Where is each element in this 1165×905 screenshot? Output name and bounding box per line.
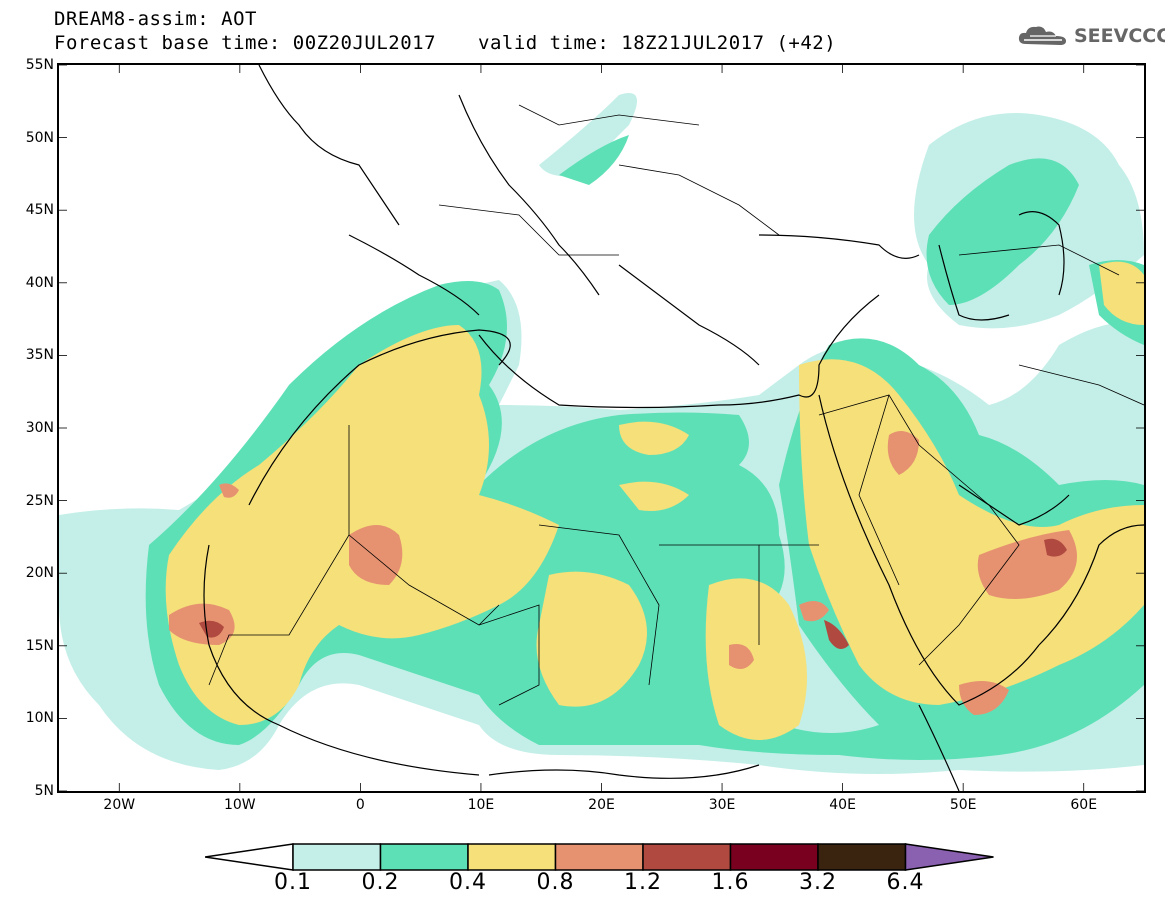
aot-field-yellow: [165, 261, 1144, 740]
colorbar-cell: [642, 843, 732, 871]
lon-label: 30E: [708, 797, 736, 813]
lat-label: 20N: [25, 565, 54, 582]
lon-label: 10W: [223, 797, 256, 813]
seevccc-logo: SEEVCCC: [1016, 24, 1165, 48]
colorbar-level-label: 1.2: [624, 870, 662, 895]
map-panel: [57, 63, 1146, 793]
colorbar-level-label: 6.4: [886, 870, 925, 895]
country-borders: [208, 104, 1144, 706]
lat-label: 35N: [25, 347, 54, 364]
colorbar-cell: [379, 843, 469, 871]
coastlines: [203, 65, 1144, 791]
colorbar-level-label: 0.2: [361, 870, 400, 895]
colorbar-cell: [729, 843, 819, 871]
colorbar-level-label: 0.4: [449, 870, 487, 895]
colorbar-level-label: 1.6: [711, 870, 750, 895]
lon-label: 20W: [103, 797, 136, 813]
colorbar-level-label: 0.1: [274, 870, 312, 895]
colorbar-under-arrow: [205, 843, 294, 871]
lat-label: 30N: [25, 420, 54, 436]
colorbar-cell: [554, 843, 644, 871]
cloud-icon: [1018, 26, 1066, 45]
lon-label: 60E: [1070, 797, 1098, 813]
aot-field-brown-red: [199, 538, 1067, 649]
lat-label: 55N: [25, 57, 54, 73]
aot-map: [59, 65, 1144, 791]
lon-label: 50E: [949, 797, 977, 813]
lon-label: 0: [355, 797, 365, 813]
colorbar: [205, 843, 994, 871]
colorbar-over-arrow: [904, 843, 994, 871]
colorbar-cell: [817, 843, 907, 871]
colorbar-level-label: 0.8: [536, 870, 575, 895]
lat-label: 25N: [25, 492, 54, 509]
map-title: DREAM8-assim: AOT: [54, 8, 257, 30]
forecast-base-time: Forecast base time: 00Z20JUL2017: [54, 32, 437, 54]
lat-label: 5N: [34, 783, 54, 799]
graticule-ticks: [59, 65, 1144, 791]
lat-label: 15N: [25, 637, 54, 654]
colorbar-level-label: 3.2: [799, 870, 837, 895]
lon-label: 40E: [829, 797, 856, 813]
lat-label: 10N: [25, 710, 54, 727]
lon-label: 10E: [467, 797, 495, 813]
colorbar-cell: [467, 843, 557, 871]
lon-label: 20E: [588, 797, 615, 813]
logo-text: SEEVCCC: [1074, 25, 1165, 47]
lat-label: 40N: [25, 274, 54, 291]
lat-label: 50N: [25, 129, 54, 146]
valid-time: valid time: 18Z21JUL2017 (+42): [478, 32, 837, 54]
lat-label: 45N: [25, 202, 54, 219]
colorbar-cell: [292, 843, 382, 871]
